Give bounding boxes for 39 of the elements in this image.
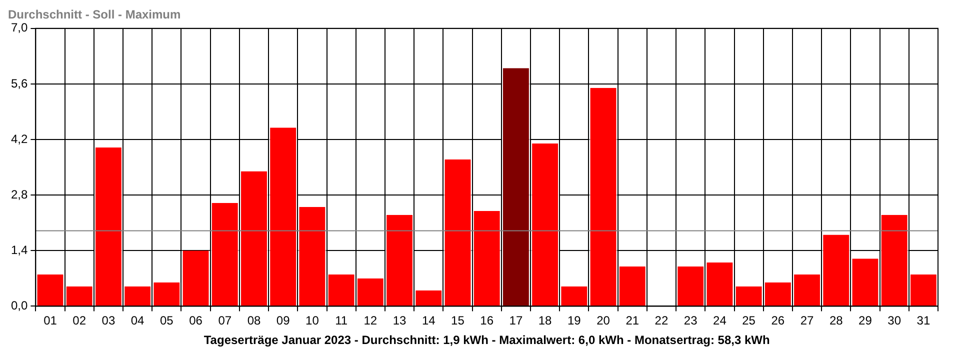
x-tick-label: 11 (335, 314, 348, 328)
y-tick-label: 7,0 (10, 20, 28, 35)
y-tick-label: 4,2 (10, 132, 28, 146)
x-tick-label: 09 (276, 314, 290, 328)
x-tick-label: 13 (392, 314, 407, 328)
x-tick-label: 25 (742, 314, 756, 328)
x-tick-label: 01 (44, 314, 58, 328)
x-tick-label: 06 (189, 314, 203, 328)
x-tick-label: 30 (888, 314, 902, 328)
x-tick-label: 04 (130, 314, 145, 328)
x-tick-label: 23 (684, 314, 698, 328)
x-tick-label: 17 (509, 314, 523, 328)
chart-title: Durchschnitt - Soll - Maximum (8, 8, 181, 22)
x-tick-label: 05 (160, 314, 174, 328)
x-tick-label: 02 (72, 314, 86, 328)
x-tick-label: 07 (218, 314, 232, 328)
x-tick-label: 18 (538, 314, 552, 328)
x-tick-label: 12 (364, 314, 378, 328)
x-tick-label: 24 (713, 314, 727, 328)
y-tick-label: 0,0 (10, 298, 28, 313)
x-tick-label: 08 (247, 314, 261, 328)
x-tick-label: 21 (626, 314, 640, 328)
x-axis-title: Tageserträge Januar 2023 - Durchschnitt: 1,9 kWh - Maximalwert: 6,0 kWh - Monatsertrag: 58,3 kWh (204, 333, 770, 348)
x-tick-label: 10 (306, 314, 320, 328)
y-tick-label: 5,6 (10, 76, 28, 90)
x-tick-label: 22 (654, 314, 668, 328)
x-tick-label: 15 (451, 314, 465, 328)
x-tick-label: 26 (771, 314, 785, 328)
x-tick-label: 27 (800, 314, 814, 328)
x-tick-label: 28 (829, 314, 844, 328)
x-tick-label: 16 (480, 314, 494, 328)
x-tick-label: 03 (102, 314, 116, 328)
x-tick-label: 19 (567, 314, 582, 328)
x-tick-label: 20 (596, 314, 610, 328)
x-tick-label: 14 (422, 314, 436, 328)
y-tick-label: 1,4 (10, 242, 28, 257)
x-tick-label: 31 (916, 314, 930, 328)
y-tick-label: 2,8 (10, 187, 28, 202)
x-tick-label: 29 (858, 314, 872, 328)
